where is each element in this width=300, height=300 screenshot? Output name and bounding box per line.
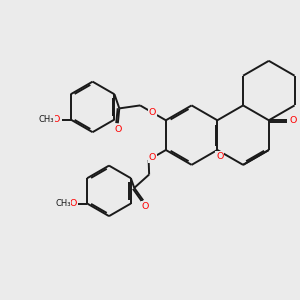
Text: O: O <box>53 115 60 124</box>
Text: CH₃: CH₃ <box>39 115 54 124</box>
Text: O: O <box>142 202 149 211</box>
Text: O: O <box>290 116 297 125</box>
Text: O: O <box>148 153 156 162</box>
Text: O: O <box>148 108 156 117</box>
Text: CH₃: CH₃ <box>55 199 70 208</box>
Text: O: O <box>114 125 122 134</box>
Text: O: O <box>216 152 224 161</box>
Text: O: O <box>69 199 76 208</box>
